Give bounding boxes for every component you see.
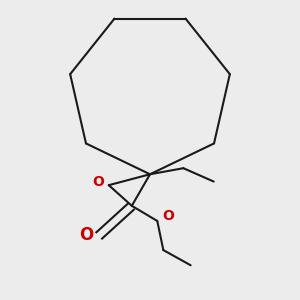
Text: O: O: [162, 209, 174, 223]
Text: O: O: [92, 175, 104, 189]
Text: O: O: [79, 226, 93, 244]
